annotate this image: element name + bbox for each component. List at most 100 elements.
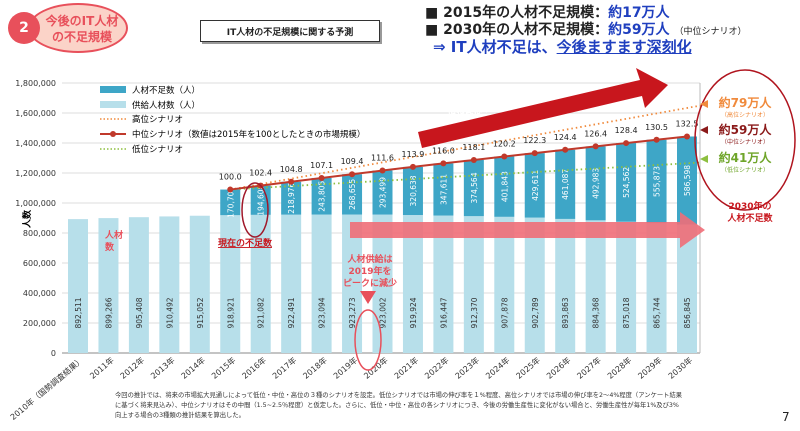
shortage-value-label: 170,700 bbox=[226, 187, 235, 218]
shortage-2030-label-2: 人材不足数 bbox=[726, 212, 773, 224]
legend: 人材不足数（人） 供給人材数（人） 高位シナリオ 中位シナリオ（数値は2015年… bbox=[100, 85, 365, 155]
supply-bar bbox=[646, 223, 667, 353]
supply-bar bbox=[220, 215, 241, 353]
shortage-bar bbox=[677, 136, 697, 225]
section-number: 2 bbox=[8, 12, 40, 44]
legend-high: 高位シナリオ bbox=[132, 114, 183, 125]
y-tick-label: 1,600,000 bbox=[15, 109, 56, 118]
shortage-value-label: 492,983 bbox=[592, 168, 601, 199]
shortage-bar bbox=[646, 139, 667, 224]
market-index-label: 128.4 bbox=[615, 126, 638, 135]
shortage-bar bbox=[372, 170, 393, 215]
high-value: 約79万人 bbox=[719, 95, 773, 110]
supply-value-label: 884,368 bbox=[592, 297, 601, 328]
bars: 892,511 899,266 905,408 910,492 915,052 918,9… bbox=[68, 136, 697, 353]
supply-bar bbox=[128, 217, 149, 353]
x-tick-label: 2014年 bbox=[179, 355, 207, 381]
middle-scenario-point bbox=[409, 163, 416, 170]
supply-bar bbox=[524, 217, 545, 353]
low-value: 約41万人 bbox=[719, 150, 773, 165]
mid-value: 約59万人 bbox=[719, 122, 773, 137]
headline-2030-label: ■ 2030年の人材不足規模： bbox=[425, 22, 609, 38]
y-tick-label: 1,000,000 bbox=[15, 199, 56, 208]
peak-pointer-icon bbox=[360, 291, 376, 304]
low-pointer-icon bbox=[700, 155, 708, 163]
shortage-bar bbox=[585, 146, 606, 221]
x-tick-label: 2011年 bbox=[88, 355, 116, 381]
middle-scenario-point bbox=[440, 160, 447, 167]
legend-swatch-shortage bbox=[100, 86, 126, 93]
middle-scenario-point bbox=[684, 133, 690, 140]
middle-scenario-point bbox=[562, 146, 569, 153]
supply-value-label: 899,266 bbox=[104, 297, 113, 328]
market-index-label: 113.9 bbox=[401, 150, 424, 159]
supply-label-2: 数 bbox=[105, 241, 115, 253]
supply-value-label: 856,845 bbox=[683, 297, 692, 328]
market-index-label: 122.3 bbox=[523, 136, 546, 145]
legend-shortage: 人材不足数（人） bbox=[132, 85, 200, 96]
x-tick-label: 2025年 bbox=[514, 355, 542, 381]
supply-bar bbox=[250, 214, 271, 353]
footnote: 今回の推計では、将来の市場拡大見通しによって低位・中位・高位の３種のシナリオを設… bbox=[115, 392, 683, 419]
supply-decline-arrow bbox=[350, 212, 705, 248]
supply-bar bbox=[463, 216, 484, 353]
y-tick-label: 1,800,000 bbox=[15, 79, 56, 88]
supply-value-label: 919,924 bbox=[409, 297, 418, 328]
headline-2015-label: ■ 2015年の人材不足規模： bbox=[425, 5, 609, 21]
supply-value-label: 923,002 bbox=[379, 297, 388, 328]
market-index-label: 118.1 bbox=[462, 143, 485, 152]
x-tick-label: 2024年 bbox=[483, 355, 511, 381]
supply-bar bbox=[494, 216, 515, 353]
middle-scenario-point bbox=[470, 156, 477, 163]
supply-bar bbox=[159, 216, 180, 353]
market-index-label: 124.4 bbox=[554, 133, 577, 142]
shortage-value-label: 218,976 bbox=[287, 182, 296, 213]
y-axis-label: 人数 bbox=[21, 209, 33, 229]
supply-value-label: 907,878 bbox=[500, 297, 509, 328]
shortage-bar bbox=[281, 181, 302, 215]
shortage-value-label: 555,873 bbox=[653, 166, 662, 197]
supply-value-label: 905,408 bbox=[135, 297, 144, 328]
market-index-label: 100.0 bbox=[219, 173, 242, 182]
x-tick-label: 2027年 bbox=[575, 355, 603, 381]
x-tick-label: 2012年 bbox=[118, 355, 146, 381]
scenario-summary-ellipse bbox=[694, 69, 796, 211]
x-tick-label: 2017年 bbox=[270, 355, 298, 381]
supply-bar bbox=[433, 215, 454, 353]
supply-bar bbox=[68, 219, 88, 353]
shortage-value-label: 374,564 bbox=[470, 172, 479, 203]
x-tick-label: 2013年 bbox=[148, 355, 176, 381]
x-tick-label: 2015年 bbox=[209, 355, 237, 381]
x-tick-label: 2026年 bbox=[544, 355, 572, 381]
x-tick-label: 2010年（国勢調査結果） bbox=[8, 355, 85, 422]
supply-value-label: 902,789 bbox=[531, 297, 540, 328]
supply-value-label: 916,447 bbox=[439, 297, 448, 328]
shortage-bar bbox=[311, 177, 332, 215]
x-tick-label: 2019年 bbox=[331, 355, 359, 381]
supply-peak-text-3: ピークに減少 bbox=[343, 277, 397, 289]
current-shortage-label: 現在の不足数 bbox=[218, 237, 273, 249]
low-scenario-line bbox=[230, 161, 702, 191]
legend-low: 低位シナリオ bbox=[132, 144, 183, 155]
market-growth-arrow bbox=[418, 68, 668, 148]
scenario-lines: 100.0 102.4 104.8 107.1 109.4 111.6 113.9 116.0… bbox=[219, 104, 702, 193]
x-tick-label: 2028年 bbox=[605, 355, 633, 381]
supply-value-label: 915,052 bbox=[196, 297, 205, 328]
shortage-bar bbox=[433, 163, 454, 216]
shortage-bar bbox=[524, 153, 545, 218]
conclusion-prefix: ⇒ IT人材不足は、 bbox=[433, 38, 557, 56]
supply-bar bbox=[402, 215, 423, 353]
conclusion: ⇒ IT人材不足は、今後ますます深刻化 bbox=[433, 36, 692, 57]
supply-value-label: 912,370 bbox=[470, 297, 479, 328]
supply-label-1: 人材 bbox=[104, 229, 123, 241]
market-index-label: 132.5 bbox=[676, 119, 699, 128]
supply-bar bbox=[189, 215, 210, 353]
middle-scenario-point bbox=[288, 178, 295, 185]
low-note: （低位シナリオ） bbox=[721, 166, 769, 174]
shortage-bar bbox=[555, 149, 576, 219]
mid-note: （中位シナリオ） bbox=[721, 138, 769, 146]
x-tick-label: 2030年 bbox=[666, 355, 694, 381]
mid-pointer-icon bbox=[700, 126, 708, 134]
section-title-line1: 今後のIT人材 bbox=[45, 14, 119, 28]
supply-bar bbox=[555, 218, 576, 353]
